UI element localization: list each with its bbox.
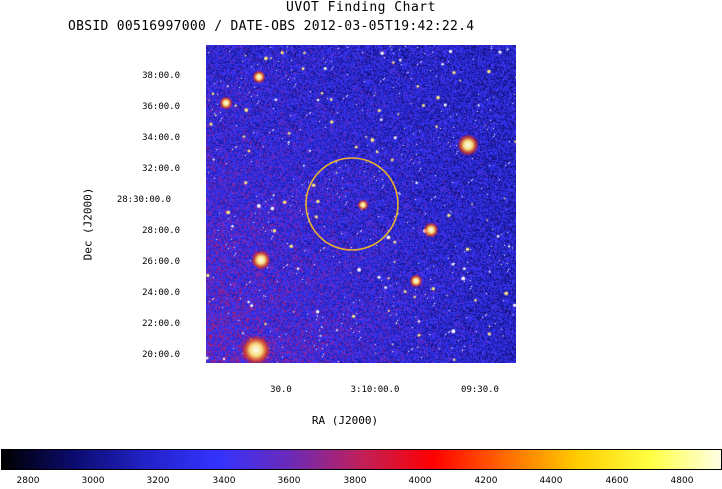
colorbar-tick: 3800 <box>343 476 367 486</box>
chart-subtitle: OBSID 00516997000 / DATE-OBS 2012-03-05T… <box>68 19 475 34</box>
dec-tick: 20:00.0 <box>142 350 180 360</box>
dec-tick: 38:00.0 <box>142 71 180 81</box>
colorbar-tick: 3000 <box>81 476 105 486</box>
dec-tick: 28:00.0 <box>142 226 180 236</box>
dec-tick: 28:30:00.0 <box>116 195 171 205</box>
colorbar-tick: 4400 <box>539 476 563 486</box>
colorbar-tick: 4200 <box>474 476 498 486</box>
chart-title: UVOT Finding Chart <box>286 0 436 15</box>
colorbar <box>1 449 722 470</box>
dec-tick: 34:00.0 <box>142 133 180 143</box>
ra-tick: 09:30.0 <box>461 385 499 395</box>
colorbar-tick: 3400 <box>212 476 236 486</box>
ra-tick: 30.0 <box>270 385 292 395</box>
colorbar-tick: 4000 <box>408 476 432 486</box>
source-region-circle <box>305 157 399 251</box>
ra-tick: 3:10:00.0 <box>350 385 400 395</box>
ra-axis-label: RA (J2000) <box>311 414 379 427</box>
dec-tick: 24:00.0 <box>142 288 180 298</box>
star-field-image[interactable] <box>206 45 516 363</box>
source-circle-overlay <box>305 157 399 251</box>
star-field-canvas <box>206 45 516 363</box>
dec-tick: 36:00.0 <box>142 102 180 112</box>
dec-tick: 26:00.0 <box>142 257 180 267</box>
colorbar-tick: 4800 <box>670 476 694 486</box>
colorbar-tick: 4600 <box>605 476 629 486</box>
colorbar-tick: 3200 <box>146 476 170 486</box>
dec-tick: 22:00.0 <box>142 319 180 329</box>
colorbar-tick: 2800 <box>16 476 40 486</box>
colorbar-tick: 3600 <box>277 476 301 486</box>
dec-axis-label: Dec (J2000) <box>81 187 95 261</box>
dec-tick: 32:00.0 <box>142 164 180 174</box>
